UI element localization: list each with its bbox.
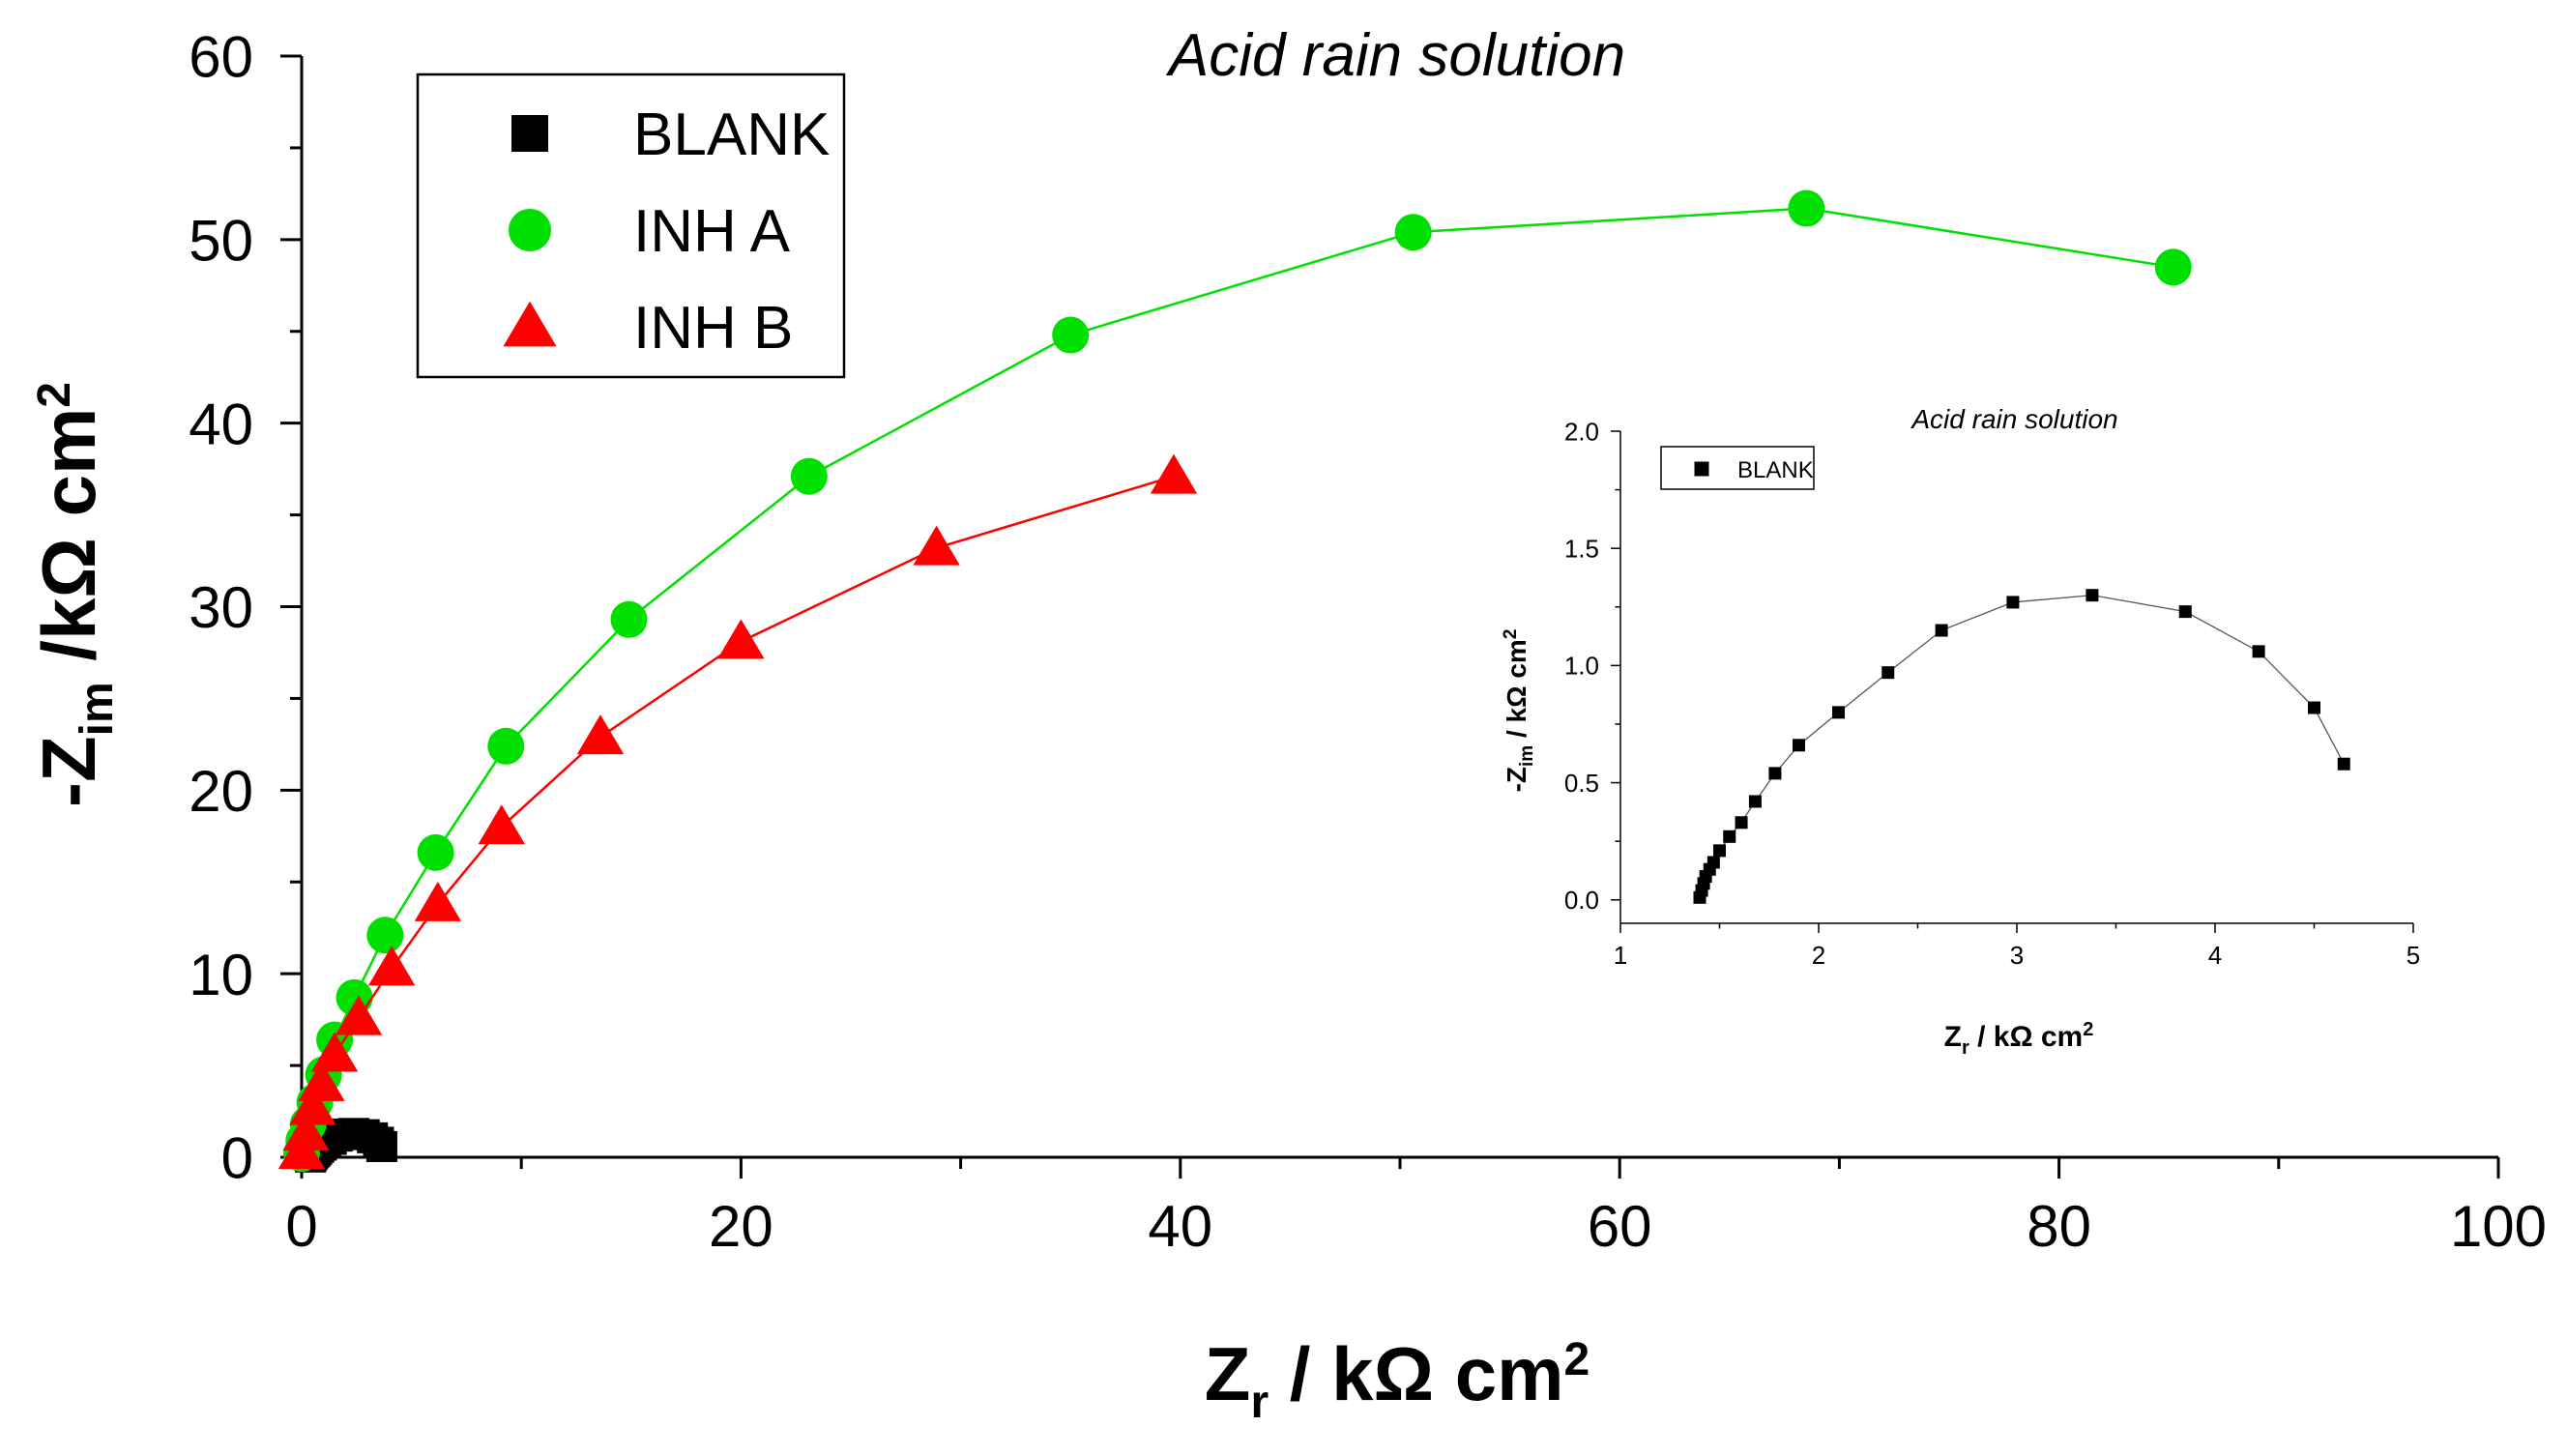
inh-b-point	[335, 995, 383, 1035]
inh-a-point	[1788, 189, 1825, 227]
inh-b-point	[368, 946, 416, 986]
inset-x-tick-label: 3	[2010, 941, 2024, 970]
y-tick-label: 10	[189, 943, 253, 1007]
inset-blank-point	[1832, 706, 1845, 719]
y-tick-label: 20	[189, 759, 253, 824]
x-tick-label: 0	[285, 1194, 317, 1259]
main-legend: BLANK INH A INH B	[416, 73, 846, 379]
inset-x-tick-label: 5	[2407, 941, 2420, 970]
inh-a-point	[790, 457, 828, 495]
inh-a-point	[1052, 316, 1090, 354]
inh-b-point	[717, 619, 765, 659]
inset-blank-point	[1713, 844, 1726, 858]
inset-blank-point	[2252, 645, 2265, 658]
inh-b-point	[414, 881, 462, 921]
inh-b-line	[300, 475, 1175, 1152]
inset-y-axis-label: -Zim / kΩ cm2	[1501, 629, 1538, 793]
inh-a-point	[417, 833, 454, 871]
x-tick-label: 60	[1588, 1194, 1652, 1259]
inset-blank-point	[2178, 605, 2192, 619]
legend-blank-label: BLANK	[633, 102, 830, 168]
inh-b-point	[478, 804, 525, 845]
inset-blank-point	[2086, 589, 2099, 602]
inset-blank-point	[1793, 739, 1805, 752]
inset-title: Acid rain solution	[1910, 404, 2117, 434]
inh-b-point	[576, 714, 625, 755]
inset-x-tick-label: 1	[1614, 941, 1627, 970]
y-tick-label: 30	[189, 575, 253, 640]
x-tick-label: 40	[1148, 1194, 1212, 1259]
main-plot: Acid rain solution 0 20 40 60 80 100010203040…	[26, 22, 2547, 1428]
inset-x-tick-label: 4	[2208, 941, 2222, 970]
y-tick-label: 50	[189, 208, 253, 273]
y-tick-label: 40	[189, 392, 253, 456]
inh-a-point	[610, 600, 648, 638]
legend-inh-b-label: INH B	[633, 295, 793, 362]
inset-axes: 1 2 3 4 5 0.0 0.5 1.0 1.5 2.0	[1564, 417, 2420, 970]
inset-blank-point	[2337, 757, 2350, 771]
inset-blank-point	[2308, 701, 2320, 714]
inset-legend-blank-marker	[1694, 461, 1709, 477]
inset-blank-point	[1735, 816, 1748, 830]
inset-legend: BLANK	[1660, 446, 1815, 490]
y-tick-label: 60	[189, 25, 253, 90]
inset-blank-point	[1723, 830, 1736, 843]
inset-y-tick-label: 0.5	[1564, 769, 1599, 798]
inset-x-tick-label: 2	[1812, 941, 1825, 970]
inset-legend-blank-label: BLANK	[1737, 457, 1814, 483]
inset-blank-point	[1706, 856, 1720, 869]
inset-blank-point	[2006, 596, 2020, 609]
inh-a-point	[366, 917, 404, 954]
inh-b-point	[289, 1085, 336, 1125]
inset-blank-point	[1881, 666, 1895, 680]
inset-y-tick-label: 1.5	[1564, 535, 1599, 564]
legend-inh-b-marker	[503, 301, 557, 347]
inh-a-point	[487, 727, 525, 765]
inh-a-point	[1394, 214, 1432, 251]
inh-b-point	[913, 525, 960, 566]
inh-b-point	[298, 1061, 345, 1101]
y-axis-label: -Zim /kΩ cm2	[26, 382, 123, 807]
inh-a-point	[2154, 248, 2192, 286]
x-tick-label: 20	[709, 1194, 773, 1259]
inset-blank-point	[1935, 624, 1948, 637]
inset-y-tick-label: 2.0	[1564, 417, 1599, 446]
legend-inh-a-marker	[509, 209, 551, 251]
main-axes: 0 20 40 60 80 100 0 10 20 30 40 50 60	[189, 25, 2547, 1259]
x-axis-label: Zr / kΩ cm2	[1205, 1331, 1590, 1428]
x-tick-label: 80	[2027, 1194, 2091, 1259]
inset-series	[1693, 589, 2350, 904]
inset-plot: Acid rain solution 1 2 3 4 50.00.51.01.52.0 …	[1501, 404, 2421, 1059]
legend-inh-a-label: INH A	[633, 198, 791, 265]
main-series	[277, 189, 2192, 1173]
inh-b-point	[310, 1032, 359, 1072]
inset-x-axis-label: Zr / kΩ cm2	[1944, 1019, 2094, 1059]
inh-b-point	[1150, 453, 1198, 494]
inset-blank-point	[1748, 795, 1762, 808]
inh-b-point	[282, 1111, 330, 1151]
inset-y-tick-label: 0.0	[1564, 886, 1599, 915]
legend-blank-marker	[511, 115, 548, 152]
x-tick-label: 100	[2450, 1194, 2547, 1259]
blank-point	[365, 1130, 397, 1162]
y-tick-label: 0	[221, 1126, 253, 1191]
inset-blank-point	[1768, 767, 1782, 780]
chart-title: Acid rain solution	[1165, 22, 1625, 89]
inset-y-tick-label: 1.0	[1564, 652, 1599, 681]
